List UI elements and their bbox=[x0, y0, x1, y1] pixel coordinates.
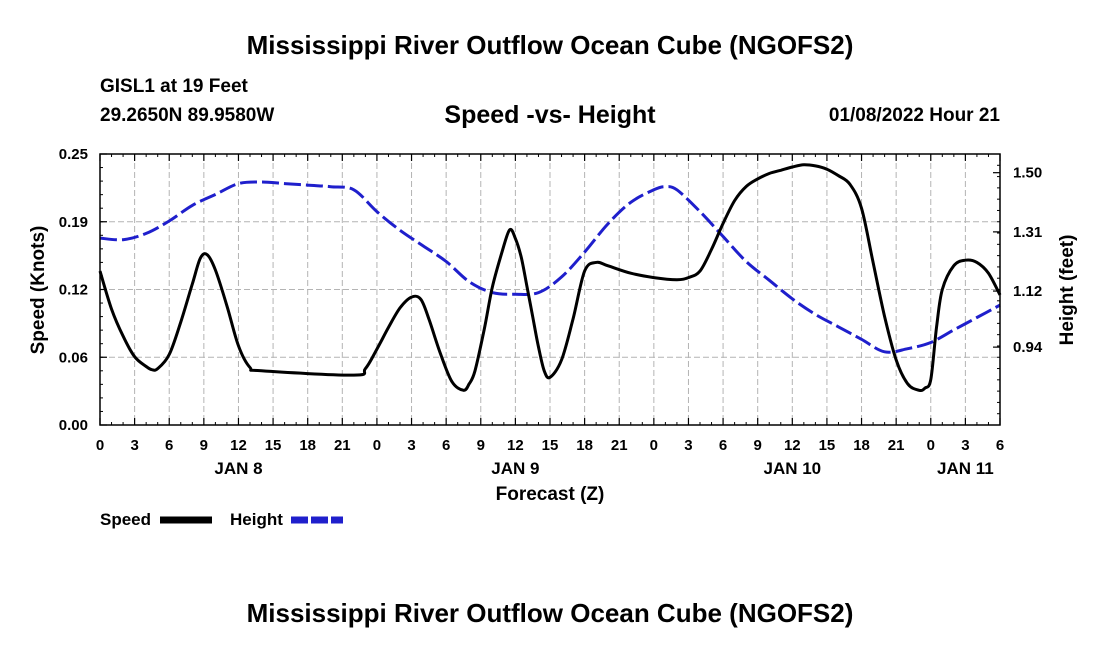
legend-height-label: Height bbox=[230, 510, 283, 529]
station-name: GISL1 at 19 Feet bbox=[100, 76, 248, 97]
chart-legend: Speed Height bbox=[100, 510, 343, 529]
x-tick-label: 3 bbox=[684, 437, 692, 454]
day-label: JAN 9 bbox=[491, 459, 539, 478]
x-tick-label: 6 bbox=[165, 437, 173, 454]
x-tick-label: 9 bbox=[477, 437, 485, 454]
x-tick-label: 6 bbox=[719, 437, 727, 454]
x-tick-label: 0 bbox=[373, 437, 381, 454]
day-label: JAN 11 bbox=[937, 459, 994, 478]
footer-chart-title: Mississippi River Outflow Ocean Cube (NG… bbox=[246, 598, 854, 628]
x-tick-label: 18 bbox=[853, 437, 870, 454]
x-tick-label: 12 bbox=[784, 437, 801, 454]
y-right-tick-label: 1.12 bbox=[1013, 283, 1042, 300]
forecast-run-datetime: 01/08/2022 Hour 21 bbox=[828, 105, 1000, 126]
x-tick-label: 3 bbox=[961, 437, 969, 454]
y-left-tick-label: 0.00 bbox=[59, 417, 88, 434]
series-layer bbox=[98, 163, 1002, 393]
x-tick-label: 6 bbox=[442, 437, 450, 454]
x-tick-label: 12 bbox=[507, 437, 524, 454]
grid-layer bbox=[100, 154, 1000, 425]
station-coordinates: 29.2650N 89.9580W bbox=[100, 105, 275, 126]
x-tick-label: 9 bbox=[754, 437, 762, 454]
day-label: JAN 10 bbox=[763, 459, 821, 478]
y-right-tick-label: 0.94 bbox=[1013, 339, 1043, 356]
x-tick-label: 21 bbox=[611, 437, 628, 454]
x-tick-label: 3 bbox=[130, 437, 138, 454]
chart-main-title: Mississippi River Outflow Ocean Cube (NG… bbox=[246, 30, 854, 60]
x-tick-label: 18 bbox=[576, 437, 593, 454]
y-left-tick-label: 0.06 bbox=[59, 349, 88, 366]
x-tick-label: 3 bbox=[407, 437, 415, 454]
x-tick-label: 15 bbox=[819, 437, 836, 454]
legend-speed-label: Speed bbox=[100, 510, 151, 529]
x-tick-label: 12 bbox=[230, 437, 247, 454]
x-tick-label: 0 bbox=[927, 437, 935, 454]
chart-subtitle: Speed -vs- Height bbox=[444, 101, 656, 129]
x-tick-label: 0 bbox=[96, 437, 104, 454]
y-right-tick-label: 1.31 bbox=[1013, 224, 1042, 241]
y-axis-left-label: Speed (Knots) bbox=[28, 226, 49, 355]
x-tick-label: 18 bbox=[299, 437, 316, 454]
x-tick-label: 21 bbox=[334, 437, 351, 454]
speed-series-line bbox=[98, 163, 1002, 393]
height-series-line bbox=[99, 180, 1001, 354]
x-axis-label: Forecast (Z) bbox=[496, 484, 605, 505]
y-axis-right-label: Height (feet) bbox=[1057, 235, 1078, 346]
x-tick-label: 15 bbox=[542, 437, 559, 454]
x-tick-label: 15 bbox=[265, 437, 282, 454]
tick-layer: 0 3 6 9 12 15 18 21 0 3 6 9 12 15 18 21 0 3 6 9 12 15 18 21 0 3 6J… bbox=[59, 146, 1043, 478]
x-tick-label: 21 bbox=[888, 437, 905, 454]
y-left-tick-label: 0.12 bbox=[59, 282, 88, 299]
x-tick-label: 6 bbox=[996, 437, 1004, 454]
axis-label-layer: Forecast (Z) Speed (Knots) Height (feet) bbox=[28, 226, 1078, 505]
day-label: JAN 8 bbox=[214, 459, 262, 478]
y-right-tick-label: 1.50 bbox=[1013, 165, 1042, 182]
x-tick-label: 0 bbox=[650, 437, 658, 454]
y-left-tick-label: 0.19 bbox=[59, 214, 88, 231]
y-left-tick-label: 0.25 bbox=[59, 146, 88, 163]
x-tick-label: 9 bbox=[200, 437, 208, 454]
